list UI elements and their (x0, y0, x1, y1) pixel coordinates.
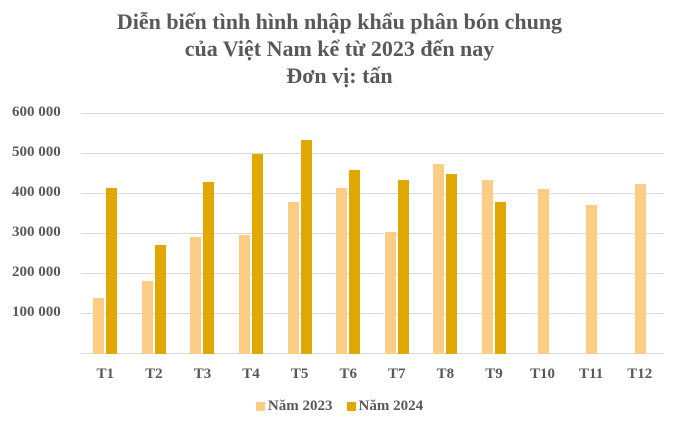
gridline (81, 153, 664, 154)
bar-group-T10 (531, 113, 555, 354)
gridline (81, 113, 664, 114)
x-tick-T7: T7 (388, 366, 406, 382)
bar-T8-Năm-2024 (446, 174, 458, 354)
bar-group-T1 (93, 113, 118, 354)
y-tick-400000: 400 000 (12, 184, 61, 200)
bar-T2-Năm-2024 (154, 245, 166, 354)
legend-item-2024: Năm 2024 (346, 398, 424, 415)
legend-swatch-2024 (346, 402, 356, 411)
title-line-2: của Việt Nam kể từ 2023 đến nay (184, 36, 495, 61)
y-tick-500000: 500 000 (12, 144, 61, 160)
gridline (81, 193, 664, 194)
x-tick-T10: T10 (530, 366, 556, 382)
gridline (81, 233, 664, 234)
bar-group-T12 (628, 113, 652, 354)
title-line-1: Diễn biến tình hình nhập khẩu phân bón c… (116, 9, 563, 34)
x-tick-T5: T5 (290, 366, 309, 382)
chart-title: Diễn biến tình hình nhập khẩu phân bón c… (0, 8, 679, 89)
bar-group-T7 (384, 113, 409, 354)
legend-swatch-2023 (255, 402, 265, 411)
x-tick-T1: T1 (96, 366, 115, 382)
bar-T3-Năm-2023 (190, 237, 202, 354)
x-tick-T11: T11 (579, 366, 604, 382)
x-tick-T2: T2 (145, 366, 163, 382)
bar-T8-Năm-2023 (433, 164, 445, 354)
gridline (81, 313, 664, 314)
title-unit: Đơn vị: tấn (286, 63, 393, 88)
x-tick-T4: T4 (242, 366, 260, 382)
bar-group-T8 (433, 113, 458, 354)
bar-T5-Năm-2024 (300, 140, 312, 354)
x-tick-T6: T6 (339, 366, 357, 382)
x-tick-T12: T12 (627, 366, 653, 382)
bar-group-T11 (579, 113, 603, 354)
bar-T10-Năm-2023 (537, 189, 549, 354)
bar-T1-Năm-2024 (106, 188, 118, 354)
x-tick-T3: T3 (193, 366, 212, 382)
bar-T12-Năm-2023 (634, 184, 646, 354)
y-tick-600000: 600 000 (12, 104, 61, 120)
plot-area (81, 113, 664, 354)
x-tick-T9: T9 (485, 366, 503, 382)
gridline (81, 273, 664, 274)
bar-T6-Năm-2024 (349, 170, 361, 354)
x-axis-line (81, 353, 664, 354)
bar-T1-Năm-2023 (93, 298, 105, 354)
bar-T7-Năm-2023 (384, 232, 396, 354)
bar-group-T9 (481, 113, 506, 354)
bar-group-T6 (336, 113, 361, 354)
bar-T6-Năm-2023 (336, 188, 348, 354)
bar-T7-Năm-2024 (397, 180, 409, 354)
bar-group-T2 (141, 113, 166, 354)
bar-group-T5 (287, 113, 312, 354)
bar-T9-Năm-2024 (494, 202, 506, 354)
bar-T3-Năm-2024 (203, 182, 215, 354)
bar-group-T4 (239, 113, 264, 354)
legend-item-2023: Năm 2023 (255, 398, 333, 415)
legend-label-2024: Năm 2024 (358, 398, 424, 414)
y-tick-100000: 100 000 (12, 304, 61, 320)
bar-T9-Năm-2023 (481, 180, 493, 354)
bar-T2-Năm-2023 (141, 281, 153, 354)
legend: Năm 2023 Năm 2024 (0, 398, 679, 415)
x-tick-T8: T8 (436, 366, 455, 382)
legend-label-2023: Năm 2023 (267, 398, 333, 414)
y-tick-200000: 200 000 (12, 264, 61, 280)
bar-group-T3 (190, 113, 215, 354)
y-tick-300000: 300 000 (12, 224, 61, 240)
bar-T11-Năm-2023 (586, 205, 598, 354)
bar-T5-Năm-2023 (287, 202, 299, 354)
bar-T4-Năm-2024 (252, 154, 264, 354)
bar-T4-Năm-2023 (239, 235, 251, 354)
